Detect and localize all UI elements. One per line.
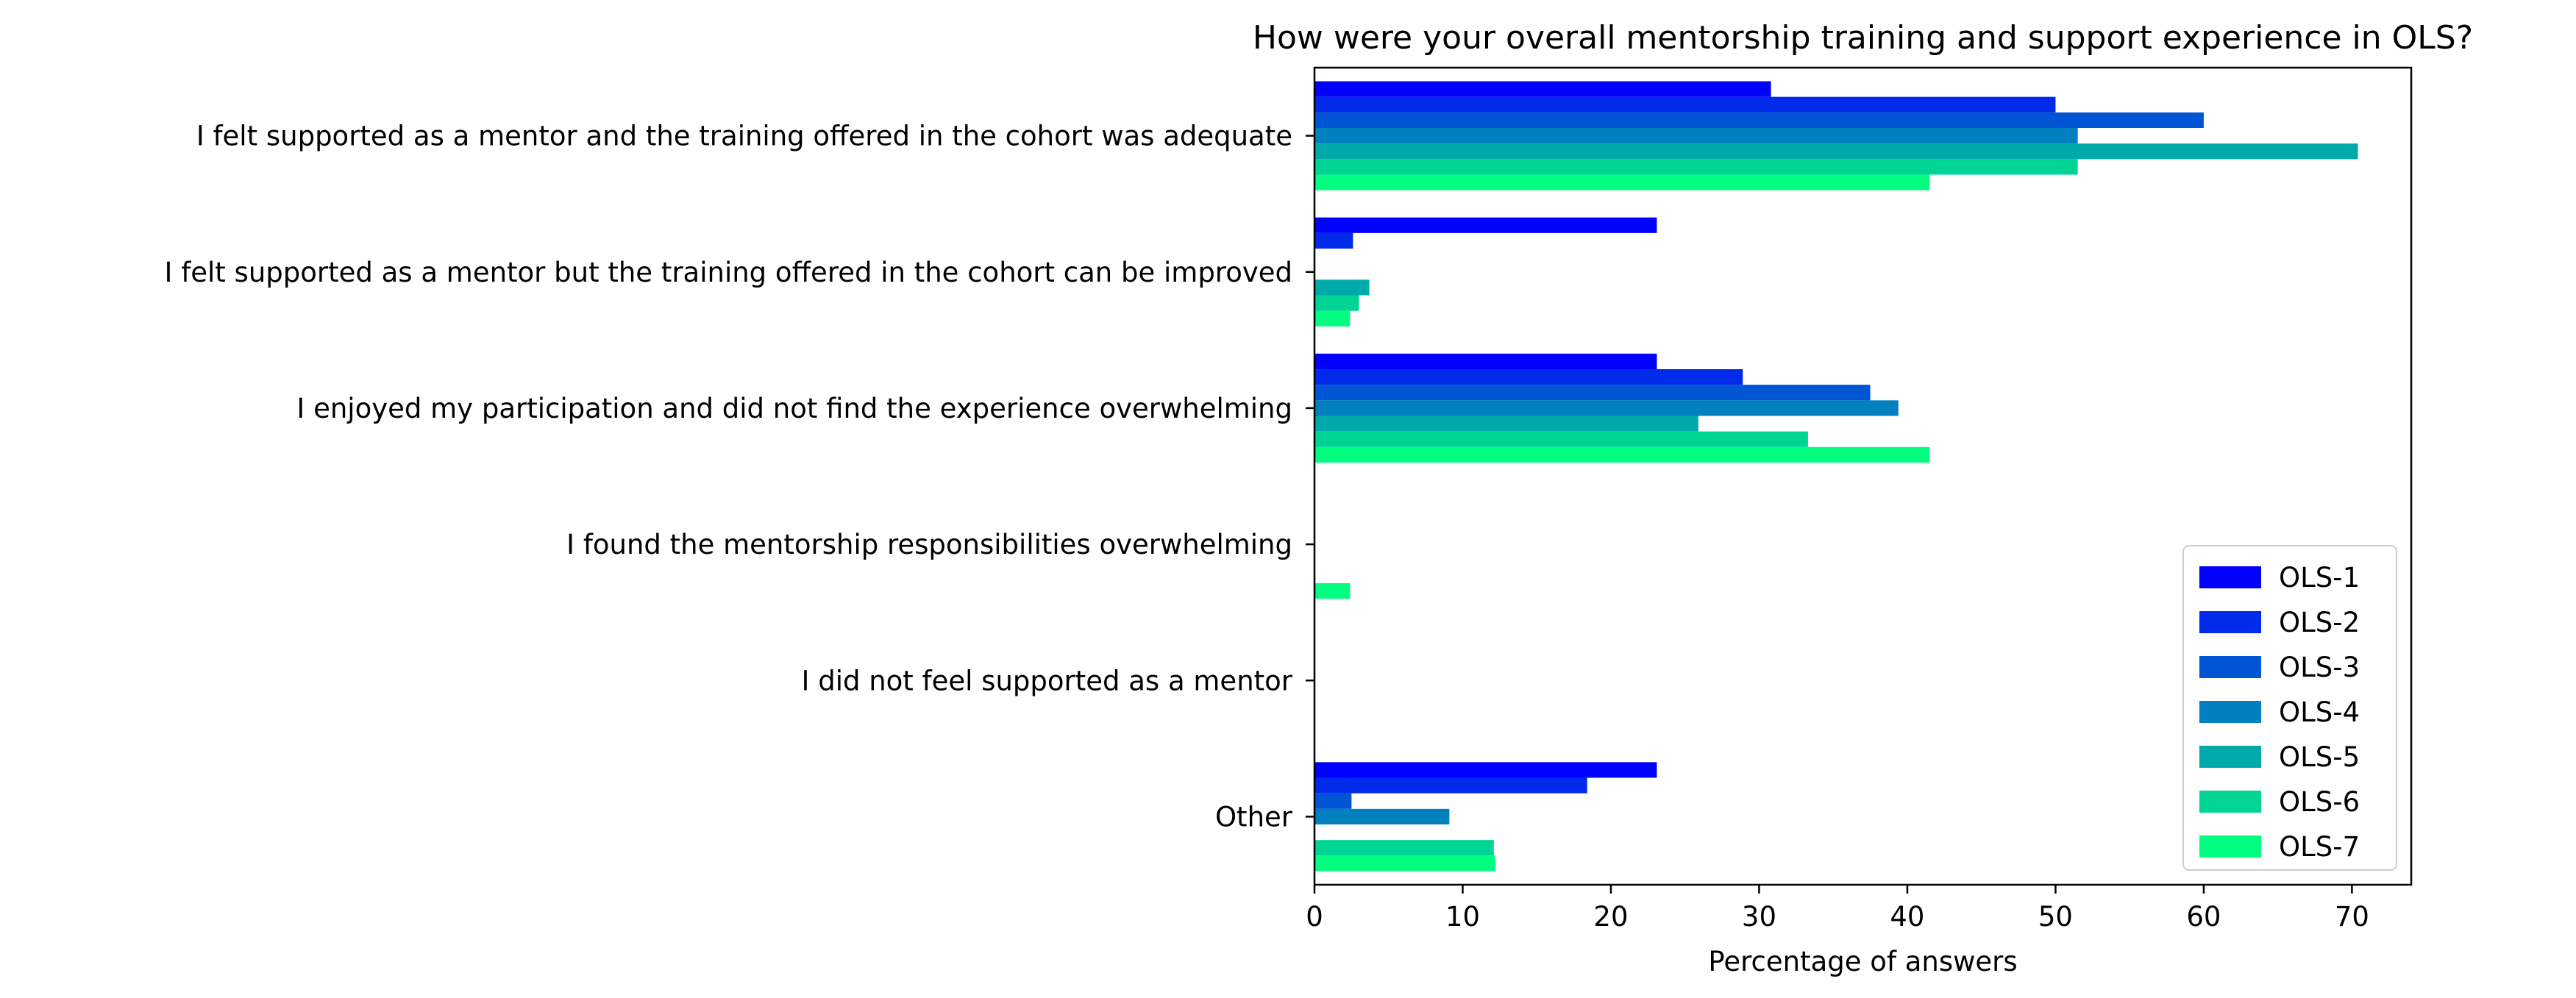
bar-ols-4-cat-0 <box>1314 128 2078 144</box>
bar-ols-1-cat-0 <box>1314 81 1771 97</box>
legend-swatch-ols-3 <box>2199 656 2261 678</box>
legend-label-ols-2: OLS-2 <box>2279 607 2360 638</box>
bar-ols-7-cat-5 <box>1314 855 1495 872</box>
bar-ols-2-cat-0 <box>1314 96 2056 113</box>
bar-ols-3-cat-5 <box>1314 793 1352 809</box>
x-tick-label: 40 <box>1890 901 1924 933</box>
legend-label-ols-5: OLS-5 <box>2279 741 2360 773</box>
legend-swatch-ols-4 <box>2199 701 2261 723</box>
bar-ols-2-cat-5 <box>1314 777 1587 794</box>
bar-ols-7-cat-3 <box>1314 582 1351 599</box>
x-tick-label: 30 <box>1742 901 1776 933</box>
bar-ols-7-cat-2 <box>1314 446 1930 463</box>
x-axis-label: Percentage of answers <box>1708 946 2017 977</box>
legend-label-ols-6: OLS-6 <box>2279 786 2360 818</box>
category-label: I felt supported as a mentor and the tra… <box>196 121 1292 152</box>
category-label: I found the mentorship responsibilities … <box>566 529 1292 560</box>
legend: OLS-1 OLS-2 OLS-3 OLS-4 OLS-5 OLS-6 OLS-7 <box>2182 545 2397 871</box>
bar-ols-3-cat-2 <box>1314 385 1871 401</box>
bar-ols-7-cat-1 <box>1314 310 1351 327</box>
bar-ols-6-cat-2 <box>1314 431 1808 447</box>
x-axis-ticks: 0 10 20 30 40 50 60 70 <box>1306 885 2369 933</box>
bar-ols-6-cat-0 <box>1314 159 2078 175</box>
x-tick-label: 10 <box>1445 901 1480 933</box>
bar-ols-1-cat-5 <box>1314 762 1657 778</box>
bar-ols-4-cat-5 <box>1314 808 1450 824</box>
bar-ols-5-cat-1 <box>1314 279 1370 296</box>
bar-ols-1-cat-2 <box>1314 353 1657 370</box>
bar-ols-3-cat-0 <box>1314 112 2204 129</box>
legend-label-ols-3: OLS-3 <box>2279 652 2360 683</box>
category-label: I did not feel supported as a mentor <box>802 665 1293 696</box>
legend-swatch-ols-1 <box>2199 566 2261 588</box>
bar-ols-4-cat-2 <box>1314 400 1899 416</box>
bar-ols-6-cat-5 <box>1314 840 1494 856</box>
legend-swatch-ols-2 <box>2199 611 2261 633</box>
category-label: I enjoyed my participation and did not f… <box>296 393 1292 424</box>
plot-frame <box>1313 66 2413 886</box>
bar-ols-7-cat-0 <box>1314 174 1930 190</box>
bars-group <box>1314 81 2358 872</box>
legend-swatch-ols-7 <box>2199 835 2261 858</box>
bar-ols-2-cat-1 <box>1314 232 1353 249</box>
bar-ols-5-cat-2 <box>1314 416 1698 432</box>
category-labels: I felt supported as a mentor and the tra… <box>165 121 1314 833</box>
category-label: Other <box>1215 801 1293 833</box>
x-tick-label: 50 <box>2038 901 2073 933</box>
x-tick-label: 0 <box>1306 901 1323 933</box>
bar-ols-5-cat-0 <box>1314 143 2358 160</box>
x-tick-label: 70 <box>2335 901 2369 933</box>
x-tick-label: 20 <box>1593 901 1628 933</box>
legend-label-ols-4: OLS-4 <box>2279 696 2360 728</box>
legend-swatch-ols-5 <box>2199 746 2261 768</box>
bar-ols-6-cat-1 <box>1314 295 1359 311</box>
legend-label-ols-7: OLS-7 <box>2279 831 2360 863</box>
bar-ols-2-cat-2 <box>1314 369 1743 385</box>
legend-label-ols-1: OLS-1 <box>2279 562 2360 594</box>
bar-ols-1-cat-1 <box>1314 217 1657 233</box>
legend-swatch-ols-6 <box>2199 791 2261 813</box>
category-label: I felt supported as a mentor but the tra… <box>165 257 1292 288</box>
chart-title: How were your overall mentorship trainin… <box>1253 19 2473 57</box>
x-tick-label: 60 <box>2186 901 2221 933</box>
